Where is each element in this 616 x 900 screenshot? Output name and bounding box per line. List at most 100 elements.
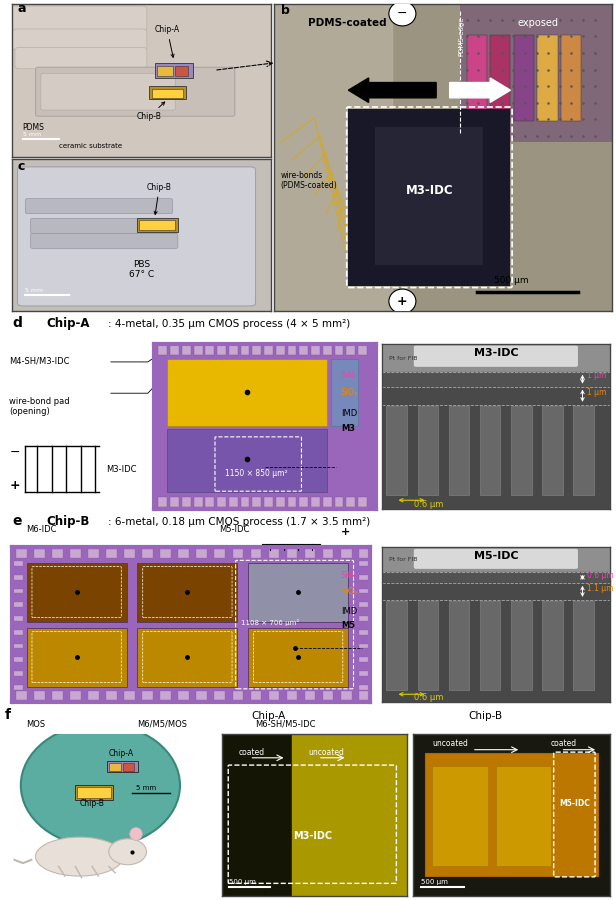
- Bar: [349, 109, 511, 286]
- Text: M5-IDC: M5-IDC: [559, 799, 590, 808]
- Text: PDMS-coated: PDMS-coated: [308, 18, 386, 28]
- Text: exposed: exposed: [517, 18, 558, 28]
- Text: −: −: [9, 446, 20, 459]
- Bar: [346, 346, 355, 356]
- Text: SiOₓ: SiOₓ: [341, 587, 359, 596]
- Bar: [359, 549, 370, 558]
- Bar: [160, 691, 171, 700]
- Bar: [12, 644, 23, 648]
- FancyBboxPatch shape: [414, 346, 578, 367]
- Text: 500 μm: 500 μm: [493, 276, 528, 285]
- Bar: [160, 549, 171, 558]
- Text: Chip-A: Chip-A: [109, 749, 134, 758]
- Bar: [197, 691, 207, 700]
- Text: Chip-B: Chip-B: [147, 183, 172, 214]
- Bar: [150, 86, 185, 99]
- Bar: [193, 497, 203, 507]
- Bar: [542, 601, 563, 689]
- Bar: [359, 602, 370, 608]
- Bar: [26, 562, 127, 622]
- Bar: [214, 691, 225, 700]
- Bar: [12, 671, 23, 676]
- Ellipse shape: [130, 827, 142, 841]
- Text: : 4-metal, 0.35 μm CMOS process (4 × 5 mm²): : 4-metal, 0.35 μm CMOS process (4 × 5 m…: [108, 320, 350, 329]
- Text: Chip-A: Chip-A: [251, 711, 286, 721]
- Bar: [323, 346, 331, 356]
- Text: M6/M5/MOS: M6/M5/MOS: [137, 720, 187, 729]
- Bar: [334, 346, 343, 356]
- Text: M3-IDC: M3-IDC: [405, 184, 453, 197]
- Text: PDMS: PDMS: [23, 123, 44, 132]
- Text: wire-bond pad
(opening): wire-bond pad (opening): [9, 397, 70, 416]
- Text: Chip-A: Chip-A: [155, 25, 180, 58]
- Text: MOS: MOS: [26, 720, 46, 729]
- Bar: [346, 497, 355, 507]
- Bar: [241, 497, 249, 507]
- Bar: [137, 219, 178, 232]
- FancyBboxPatch shape: [414, 549, 578, 569]
- Bar: [375, 127, 484, 265]
- Text: coated: coated: [551, 740, 577, 749]
- Bar: [460, 4, 612, 142]
- Bar: [264, 497, 273, 507]
- FancyBboxPatch shape: [30, 219, 178, 233]
- Bar: [537, 35, 557, 121]
- Bar: [359, 685, 370, 689]
- Text: wire-bonds
(PDMS-coated): wire-bonds (PDMS-coated): [281, 171, 338, 190]
- Bar: [106, 549, 117, 558]
- Bar: [386, 601, 407, 689]
- Text: 5 mm: 5 mm: [136, 785, 156, 791]
- Bar: [12, 575, 23, 580]
- Bar: [197, 549, 207, 558]
- Bar: [142, 549, 153, 558]
- Bar: [12, 602, 23, 608]
- Bar: [193, 346, 203, 356]
- Text: M5-IDC: M5-IDC: [474, 551, 518, 561]
- Bar: [232, 691, 243, 700]
- Text: 1 μm: 1 μm: [587, 388, 606, 397]
- Bar: [561, 35, 582, 121]
- Bar: [323, 497, 331, 507]
- Text: M3: M3: [341, 424, 355, 433]
- Bar: [124, 549, 135, 558]
- Text: Pt for FIB: Pt for FIB: [389, 356, 417, 361]
- Bar: [511, 601, 532, 689]
- FancyBboxPatch shape: [7, 6, 147, 31]
- Bar: [542, 407, 563, 495]
- Bar: [214, 549, 225, 558]
- Bar: [241, 346, 249, 356]
- Text: ceramic substrate: ceramic substrate: [59, 143, 122, 149]
- Bar: [205, 497, 214, 507]
- Text: c: c: [17, 160, 25, 173]
- Bar: [248, 627, 348, 687]
- Text: SiNₓ: SiNₓ: [341, 372, 359, 381]
- FancyArrow shape: [349, 78, 436, 103]
- Bar: [341, 691, 352, 700]
- Text: M5: M5: [341, 621, 355, 630]
- Bar: [490, 35, 511, 121]
- Bar: [170, 346, 179, 356]
- Bar: [251, 691, 261, 700]
- Bar: [359, 691, 370, 700]
- Text: 500 μm: 500 μm: [421, 879, 447, 886]
- Ellipse shape: [109, 839, 147, 865]
- Text: M6-IDC: M6-IDC: [26, 525, 57, 534]
- Bar: [299, 497, 308, 507]
- Bar: [573, 407, 594, 495]
- Bar: [449, 601, 469, 689]
- Bar: [205, 346, 214, 356]
- Text: Pt for FIB: Pt for FIB: [389, 557, 417, 562]
- Text: f: f: [5, 708, 11, 722]
- Bar: [232, 549, 243, 558]
- Bar: [88, 549, 99, 558]
- Bar: [334, 497, 343, 507]
- Text: M6-SH/M5-IDC: M6-SH/M5-IDC: [255, 720, 316, 729]
- Bar: [142, 691, 153, 700]
- Bar: [158, 497, 168, 507]
- Text: uncoated: uncoated: [432, 740, 468, 749]
- Bar: [16, 549, 26, 558]
- Bar: [52, 691, 63, 700]
- Text: 1.1 μm: 1.1 μm: [587, 583, 614, 592]
- Bar: [418, 601, 438, 689]
- Bar: [305, 691, 315, 700]
